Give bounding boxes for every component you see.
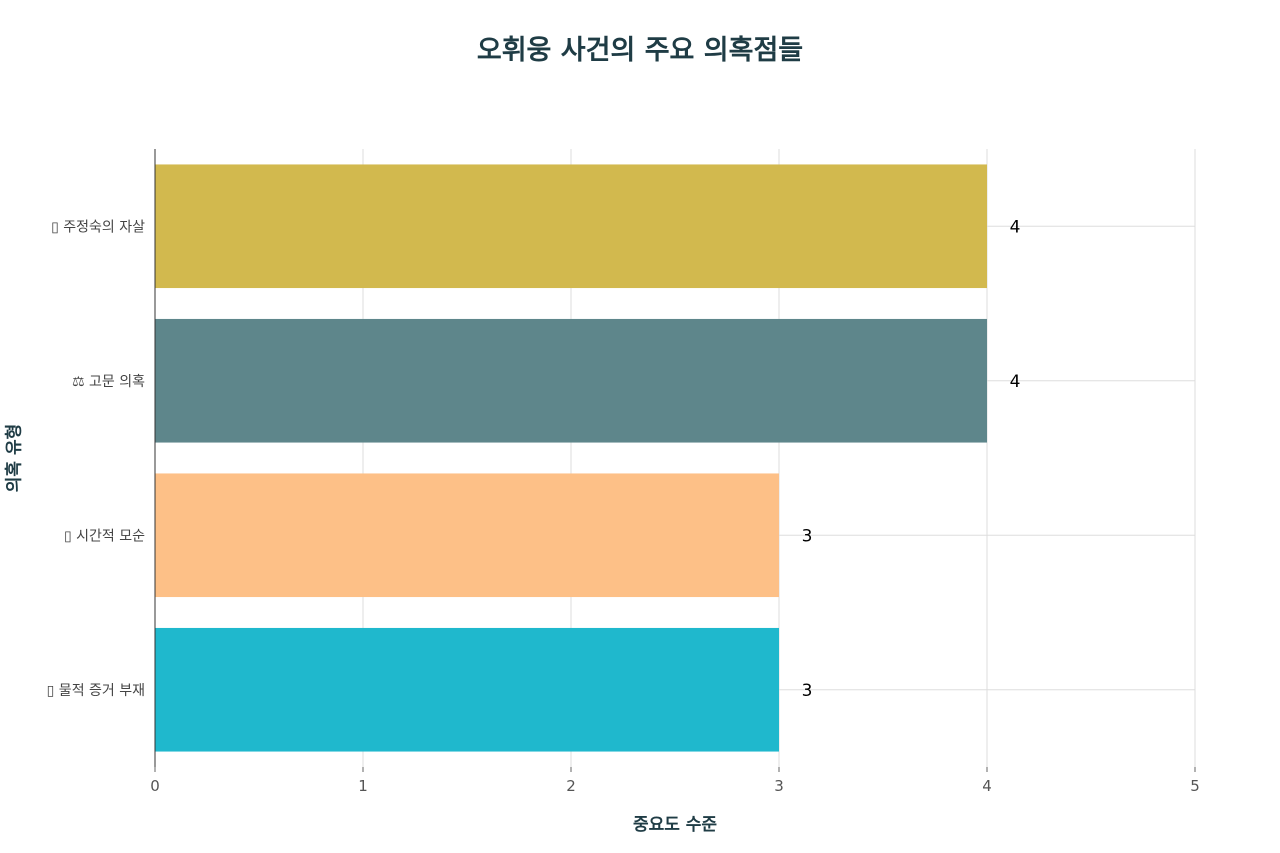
bar (155, 164, 987, 289)
data-label: 4 (1010, 372, 1021, 392)
x-tick-label: 2 (566, 777, 576, 795)
x-tick-label: 0 (150, 777, 160, 795)
category-label: ▯ 물적 증거 부재 (47, 683, 145, 699)
bar (155, 318, 987, 443)
category-label: ▯ 주정숙의 자살 (51, 219, 145, 235)
x-tick-label: 3 (774, 777, 784, 795)
x-tick-label: 1 (358, 777, 368, 795)
x-tick-label: 4 (982, 777, 992, 795)
x-tick-label: 5 (1190, 777, 1200, 795)
chart-title: 오휘웅 사건의 주요 의혹점들 (476, 35, 804, 66)
x-axis-label: 중요도 수준 (632, 815, 718, 835)
category-label: ⚖ 고문 의혹 (72, 374, 145, 390)
data-label: 4 (1010, 217, 1021, 237)
y-axis-label: 의혹 유형 (4, 423, 25, 493)
category-label: ▯ 시간적 모순 (64, 528, 145, 544)
data-label: 3 (802, 681, 813, 701)
bar (155, 473, 779, 598)
bar (155, 627, 779, 752)
data-label: 3 (802, 526, 813, 546)
